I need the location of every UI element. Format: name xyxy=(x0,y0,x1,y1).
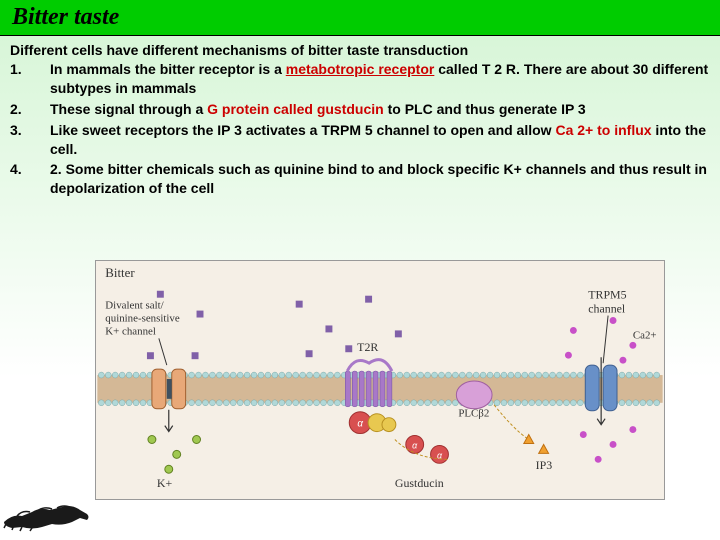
svg-text:α: α xyxy=(412,440,418,450)
list-number: 2. xyxy=(10,100,50,119)
svg-text:channel: channel xyxy=(588,302,626,316)
svg-text:T2R: T2R xyxy=(357,340,378,354)
list-number: 1. xyxy=(10,60,50,98)
list-item: 1.In mammals the bitter receptor is a me… xyxy=(10,60,710,98)
svg-text:Ca2+: Ca2+ xyxy=(633,329,657,341)
list-text: These signal through a G protein called … xyxy=(50,100,710,119)
bullet-list: 1.In mammals the bitter receptor is a me… xyxy=(10,60,710,198)
list-item: 3. Like sweet receptors the IP 3 activat… xyxy=(10,121,710,159)
svg-text:PLCβ2: PLCβ2 xyxy=(458,408,489,420)
svg-text:quinine-sensitive: quinine-sensitive xyxy=(105,312,180,324)
svg-text:K+: K+ xyxy=(157,476,173,490)
intro-text: Different cells have different mechanism… xyxy=(10,42,710,58)
list-number: 3. xyxy=(10,121,50,159)
svg-text:IP3: IP3 xyxy=(536,458,553,472)
svg-text:TRPM5: TRPM5 xyxy=(588,288,626,302)
list-number: 4. xyxy=(10,160,50,198)
list-item: 4.2. Some bitter chemicals such as quini… xyxy=(10,160,710,198)
list-text: In mammals the bitter receptor is a meta… xyxy=(50,60,710,98)
svg-text:Bitter: Bitter xyxy=(105,266,135,280)
svg-text:K+ channel: K+ channel xyxy=(105,325,156,337)
page-title: Bitter taste xyxy=(12,4,119,30)
svg-text:α: α xyxy=(357,419,363,430)
list-item: 2. These signal through a G protein call… xyxy=(10,100,710,119)
signaling-diagram: Bitter Divalent salt/quinine-sensitiveK+ … xyxy=(95,260,665,500)
list-text: 2. Some bitter chemicals such as quinine… xyxy=(50,160,710,198)
title-bar: Bitter taste xyxy=(0,0,720,36)
crocodile-icon xyxy=(2,492,92,532)
svg-text:Divalent salt/: Divalent salt/ xyxy=(105,300,164,312)
content-area: Different cells have different mechanism… xyxy=(0,36,720,198)
svg-text:Gustducin: Gustducin xyxy=(395,476,444,490)
list-text: Like sweet receptors the IP 3 activates … xyxy=(50,121,710,159)
